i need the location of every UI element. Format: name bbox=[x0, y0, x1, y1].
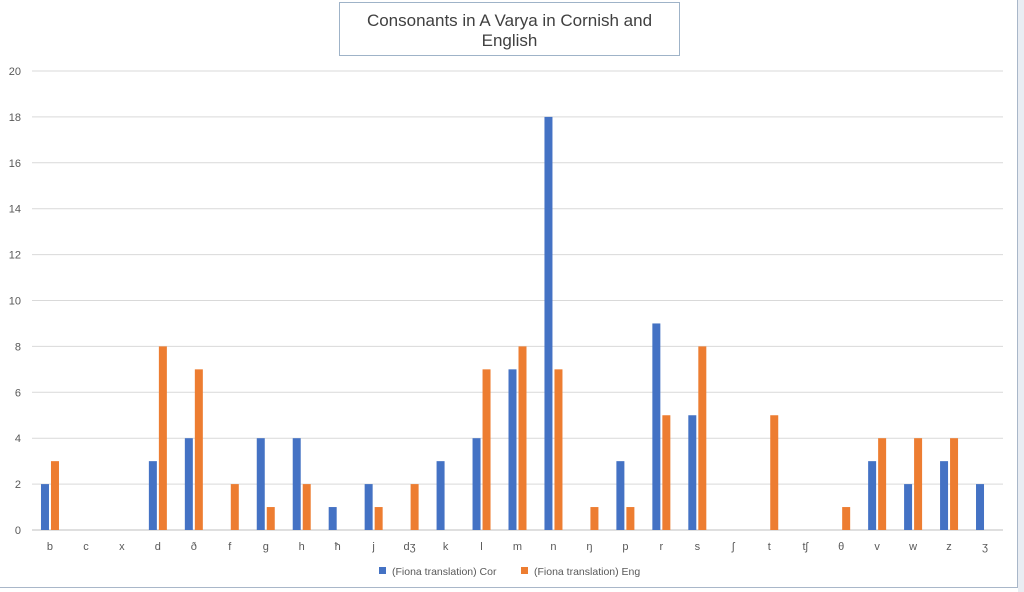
x-tick-label: g bbox=[263, 541, 269, 553]
bar-cor-4[interactable] bbox=[184, 438, 193, 530]
bar-cor-17[interactable] bbox=[652, 323, 661, 530]
x-tick-label: ħ bbox=[335, 541, 341, 553]
y-tick-label: 0 bbox=[15, 525, 21, 537]
bar-eng-6[interactable] bbox=[266, 507, 275, 530]
bar-cor-9[interactable] bbox=[364, 484, 373, 530]
x-tick-label: f bbox=[228, 541, 232, 553]
bar-eng-0[interactable] bbox=[50, 461, 59, 530]
bar-eng-14[interactable] bbox=[554, 369, 563, 530]
y-tick-label: 6 bbox=[15, 387, 21, 399]
x-tick-label: tʃ bbox=[802, 541, 809, 553]
bar-eng-25[interactable] bbox=[950, 438, 959, 530]
bar-eng-3[interactable] bbox=[158, 346, 167, 530]
x-tick-label: w bbox=[908, 541, 917, 553]
y-tick-label: 8 bbox=[15, 341, 21, 353]
bar-eng-15[interactable] bbox=[590, 507, 599, 530]
x-tick-label: c bbox=[83, 541, 89, 553]
x-tick-label: t bbox=[768, 541, 771, 553]
bar-cor-14[interactable] bbox=[544, 116, 553, 531]
x-tick-label: θ bbox=[838, 541, 844, 553]
chart-title[interactable]: Consonants in A Varya in Cornish and Eng… bbox=[339, 2, 680, 56]
bar-eng-10[interactable] bbox=[410, 484, 419, 530]
bar-eng-4[interactable] bbox=[194, 369, 203, 530]
x-tick-label: v bbox=[874, 541, 880, 553]
x-tick-label: n bbox=[550, 541, 556, 553]
x-tick-label: l bbox=[480, 541, 482, 553]
x-tick-label: k bbox=[443, 541, 449, 553]
x-tick-label: j bbox=[371, 541, 374, 553]
x-tick-label: b bbox=[47, 541, 53, 553]
bar-cor-7[interactable] bbox=[292, 438, 301, 530]
x-axis-ticks: b c x d ð f g h ħ j dʒ k l m n ŋ p r s ʃ t tʃ θ v w z ʒ bbox=[47, 541, 988, 553]
x-tick-label: z bbox=[946, 541, 952, 553]
legend[interactable]: (Fiona translation) Cor (Fiona translatio… bbox=[379, 566, 640, 578]
bar-eng-5[interactable] bbox=[230, 484, 239, 530]
bar-cor-23[interactable] bbox=[868, 461, 877, 530]
x-tick-label: ŋ bbox=[586, 541, 592, 553]
bar-cor-26[interactable] bbox=[976, 484, 985, 530]
y-tick-label: 10 bbox=[9, 296, 21, 308]
legend-swatch bbox=[379, 567, 386, 574]
y-tick-label: 20 bbox=[9, 66, 21, 78]
x-tick-label: s bbox=[695, 541, 701, 553]
y-tick-label: 2 bbox=[15, 479, 21, 491]
bar-cor-24[interactable] bbox=[904, 484, 913, 530]
y-tick-label: 16 bbox=[9, 158, 21, 170]
y-tick-label: 4 bbox=[15, 433, 21, 445]
bar-cor-16[interactable] bbox=[616, 461, 625, 530]
legend-entry-eng[interactable]: (Fiona translation) Eng bbox=[521, 566, 640, 578]
bar-cor-25[interactable] bbox=[940, 461, 949, 530]
bar-cor-8[interactable] bbox=[328, 507, 337, 530]
bar-cor-18[interactable] bbox=[688, 415, 697, 530]
x-tick-label: d bbox=[155, 541, 161, 553]
x-tick-label: m bbox=[513, 541, 522, 553]
bar-eng-12[interactable] bbox=[482, 369, 491, 530]
bar-eng-20[interactable] bbox=[770, 415, 779, 530]
y-axis-ticks: 0 2 4 6 8 10 12 14 16 18 20 bbox=[9, 66, 21, 537]
bar-eng-9[interactable] bbox=[374, 507, 383, 530]
legend-entry-cor[interactable]: (Fiona translation) Cor bbox=[379, 566, 497, 578]
bar-cor-12[interactable] bbox=[472, 438, 481, 530]
x-tick-label: h bbox=[299, 541, 305, 553]
legend-label: (Fiona translation) Cor bbox=[392, 566, 497, 578]
legend-swatch bbox=[521, 567, 528, 574]
x-tick-label: dʒ bbox=[404, 541, 416, 553]
x-tick-label: ʒ bbox=[982, 541, 988, 553]
x-tick-label: ʃ bbox=[731, 541, 736, 553]
y-tick-label: 14 bbox=[9, 204, 21, 216]
bar-cor-0[interactable] bbox=[40, 484, 49, 530]
window-edge bbox=[1018, 0, 1024, 592]
gridlines bbox=[32, 70, 1003, 531]
bar-eng-16[interactable] bbox=[626, 507, 635, 530]
bar-eng-13[interactable] bbox=[518, 346, 527, 530]
bar-cor-6[interactable] bbox=[256, 438, 265, 530]
bar-cor-3[interactable] bbox=[148, 461, 157, 530]
x-tick-label: x bbox=[119, 541, 125, 553]
bar-cor-13[interactable] bbox=[508, 369, 517, 530]
y-tick-label: 12 bbox=[9, 250, 21, 262]
bar-eng-22[interactable] bbox=[842, 507, 851, 530]
chart-title-text: Consonants in A Varya in Cornish and Eng… bbox=[366, 11, 653, 50]
y-tick-label: 18 bbox=[9, 112, 21, 124]
x-tick-label: r bbox=[660, 541, 664, 553]
bar-eng-23[interactable] bbox=[878, 438, 887, 530]
x-tick-label: ð bbox=[191, 541, 197, 553]
bar-eng-17[interactable] bbox=[662, 415, 671, 530]
bar-cor-11[interactable] bbox=[436, 461, 445, 530]
bar-eng-24[interactable] bbox=[914, 438, 923, 530]
x-tick-label: p bbox=[622, 541, 628, 553]
legend-label: (Fiona translation) Eng bbox=[534, 566, 640, 578]
bars bbox=[40, 116, 985, 531]
bar-eng-7[interactable] bbox=[302, 484, 311, 530]
bar-eng-18[interactable] bbox=[698, 346, 707, 530]
